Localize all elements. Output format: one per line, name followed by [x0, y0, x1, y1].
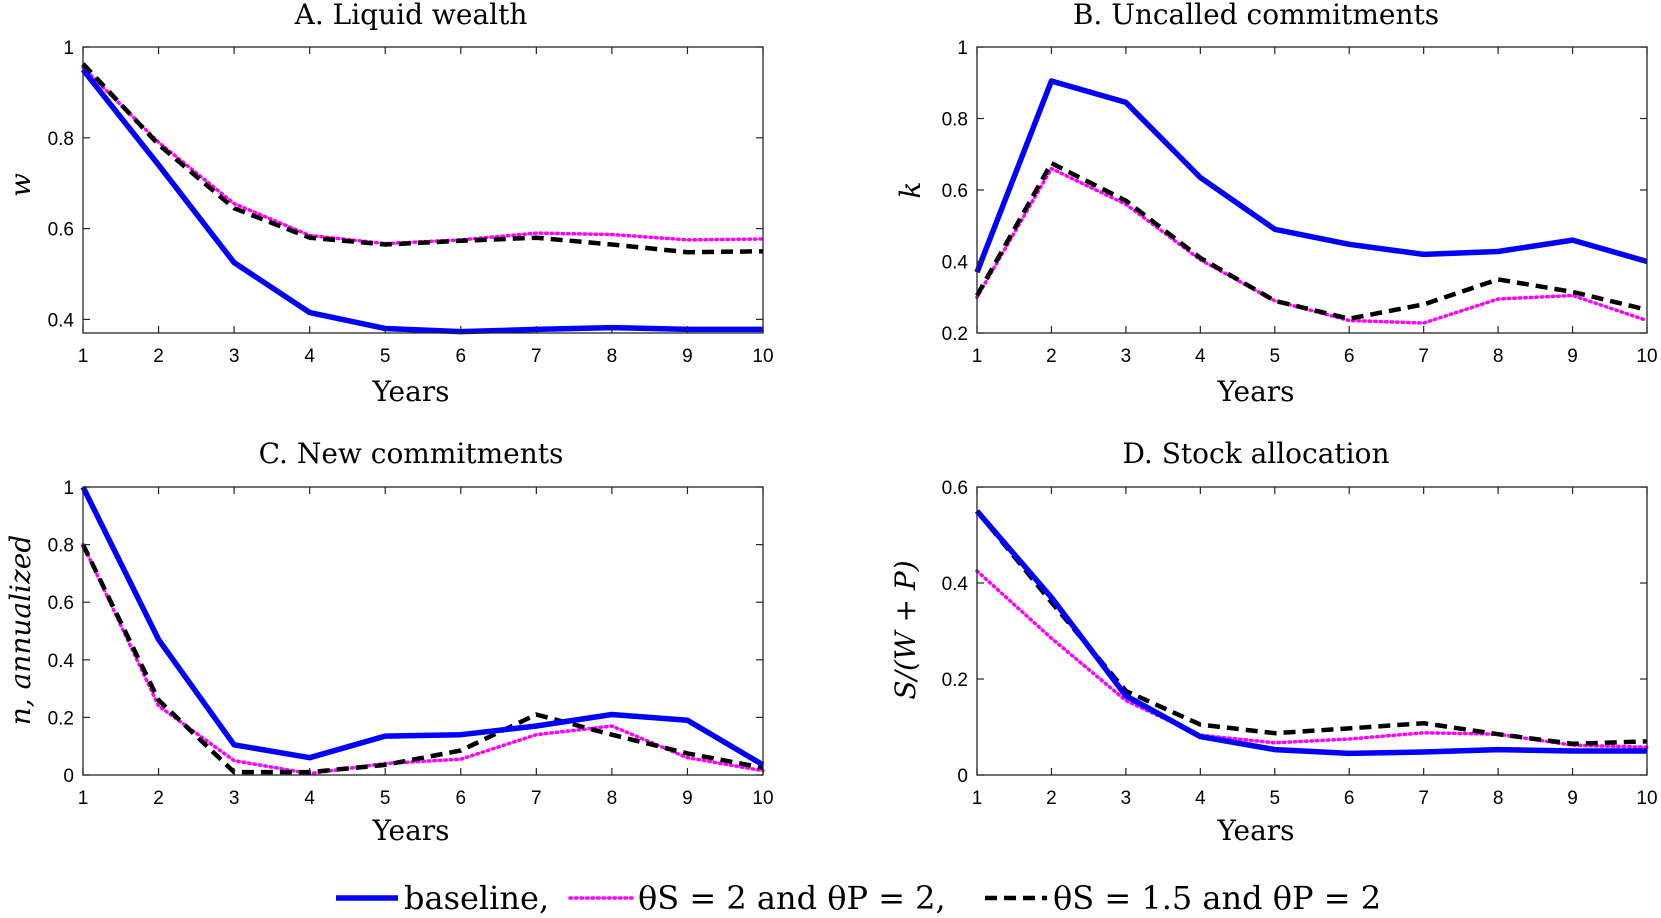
series-line-baseline	[974, 509, 1647, 757]
y-axis-label: w	[4, 173, 37, 197]
y-tick-label: 0.8	[48, 536, 74, 557]
x-tick-label: 5	[380, 788, 391, 809]
x-tick-label: 8	[607, 788, 618, 809]
y-tick-label: 1	[63, 478, 74, 499]
x-axis-label: Years	[371, 814, 449, 847]
x-tick-label: 8	[607, 346, 618, 367]
x-tick-label: 9	[1567, 346, 1578, 367]
panel-liquid-wealth: A. Liquid wealth 1 2 3 4 5 6 7 8 9 10 0.4 0.6 0.8 1 Y…	[4, 0, 774, 408]
x-axis-label: Years	[1216, 375, 1294, 408]
y-tick-label: 0	[957, 766, 968, 787]
y-tick-label: 1	[957, 38, 968, 59]
x-tick-label: 10	[1636, 788, 1657, 809]
x-tick-label: 4	[1195, 788, 1206, 809]
x-tick-label: 1	[78, 788, 89, 809]
x-tick-label: 6	[455, 346, 466, 367]
x-tick-label: 2	[1046, 346, 1057, 367]
y-tick-label: 0.4	[48, 651, 75, 672]
series-line-theta2	[975, 569, 1649, 749]
x-tick-label: 7	[1418, 346, 1429, 367]
x-tick-label: 1	[972, 346, 983, 367]
x-tick-label: 7	[531, 346, 542, 367]
x-tick-label: 1	[972, 788, 983, 809]
series-line-theta2	[81, 65, 765, 246]
series-line-theta15	[80, 543, 764, 775]
x-tick-label: 2	[153, 788, 164, 809]
x-tick-label: 10	[1636, 346, 1657, 367]
series-line-baseline	[80, 67, 763, 335]
y-tick-label: 0.4	[48, 310, 75, 331]
y-tick-label: 0.8	[942, 110, 968, 131]
panel-title: D. Stock allocation	[1122, 437, 1389, 470]
series-line-baseline	[80, 485, 765, 768]
y-axis-label: n, annualized	[4, 535, 37, 725]
x-tick-label: 9	[682, 346, 693, 367]
x-tick-label: 7	[531, 788, 542, 809]
panel-title: C. New commitments	[259, 437, 564, 470]
y-tick-label: 0.4	[942, 574, 969, 595]
panel-new-commitments: C. New commitments 1 2 3 4 5 6 7 8 9 10 0 0.2 0.4 0.6…	[4, 437, 774, 847]
x-tick-label: 2	[153, 346, 164, 367]
panel-title: A. Liquid wealth	[294, 0, 528, 31]
x-tick-label: 1	[78, 346, 89, 367]
y-tick-label: 1	[63, 38, 74, 59]
legend: baseline, θS = 2 and θP = 2, θS = 1.5 an…	[336, 879, 1381, 917]
x-tick-label: 3	[229, 346, 240, 367]
plot-area	[82, 46, 764, 334]
x-tick-label: 3	[1121, 788, 1132, 809]
y-tick-label: 0.2	[942, 324, 968, 345]
y-axis-label: k	[894, 182, 927, 199]
plot-area	[82, 486, 764, 776]
x-tick-label: 4	[304, 346, 315, 367]
x-tick-label: 9	[682, 788, 693, 809]
y-tick-label: 0.6	[942, 478, 968, 499]
x-axis-label: Years	[371, 375, 449, 408]
legend-label-theta15: θS = 1.5 and θP = 2	[1053, 879, 1381, 917]
x-axis-label: Years	[1216, 814, 1294, 847]
panel-title: B. Uncalled commitments	[1073, 0, 1439, 31]
series-line-theta15	[81, 62, 764, 255]
x-tick-label: 10	[752, 346, 773, 367]
y-axis-label: S/(W + P)	[889, 560, 922, 699]
series-line-theta15	[975, 160, 1648, 321]
x-tick-label: 8	[1493, 788, 1504, 809]
x-tick-label: 4	[1195, 346, 1206, 367]
x-tick-label: 3	[229, 788, 240, 809]
x-tick-label: 6	[455, 788, 466, 809]
series-line-theta2	[81, 542, 765, 776]
legend-label-baseline: baseline,	[404, 879, 549, 917]
series-line-theta2	[975, 166, 1649, 325]
x-tick-label: 5	[1269, 346, 1280, 367]
plot-area	[976, 486, 1648, 776]
panel-uncalled-commitments: B. Uncalled commitments 1 2 3 4 5 6 7 8 9 10 0.2 0.…	[894, 0, 1658, 408]
y-tick-label: 0.8	[48, 129, 74, 150]
x-tick-label: 2	[1046, 788, 1057, 809]
x-tick-label: 5	[1269, 788, 1280, 809]
x-tick-label: 6	[1344, 346, 1355, 367]
y-tick-label: 0.6	[48, 593, 74, 614]
x-tick-label: 3	[1121, 346, 1132, 367]
panel-stock-allocation: D. Stock allocation 1 2 3 4 5 6 7 8 9 10 0 0.2 0.4 0.…	[889, 437, 1658, 847]
x-tick-label: 9	[1567, 788, 1578, 809]
y-tick-label: 0	[63, 766, 74, 787]
series-line-baseline	[974, 78, 1648, 274]
y-tick-label: 0.6	[48, 220, 74, 241]
x-tick-label: 8	[1493, 346, 1504, 367]
x-tick-label: 10	[752, 788, 773, 809]
x-tick-label: 5	[380, 346, 391, 367]
y-tick-label: 0.2	[942, 670, 968, 691]
x-tick-label: 6	[1344, 788, 1355, 809]
y-tick-label: 0.2	[48, 708, 74, 729]
y-tick-label: 0.6	[942, 181, 968, 202]
legend-label-theta2: θS = 2 and θP = 2,	[638, 879, 946, 917]
y-tick-label: 0.4	[942, 253, 969, 274]
x-tick-label: 7	[1418, 788, 1429, 809]
x-tick-label: 4	[304, 788, 315, 809]
